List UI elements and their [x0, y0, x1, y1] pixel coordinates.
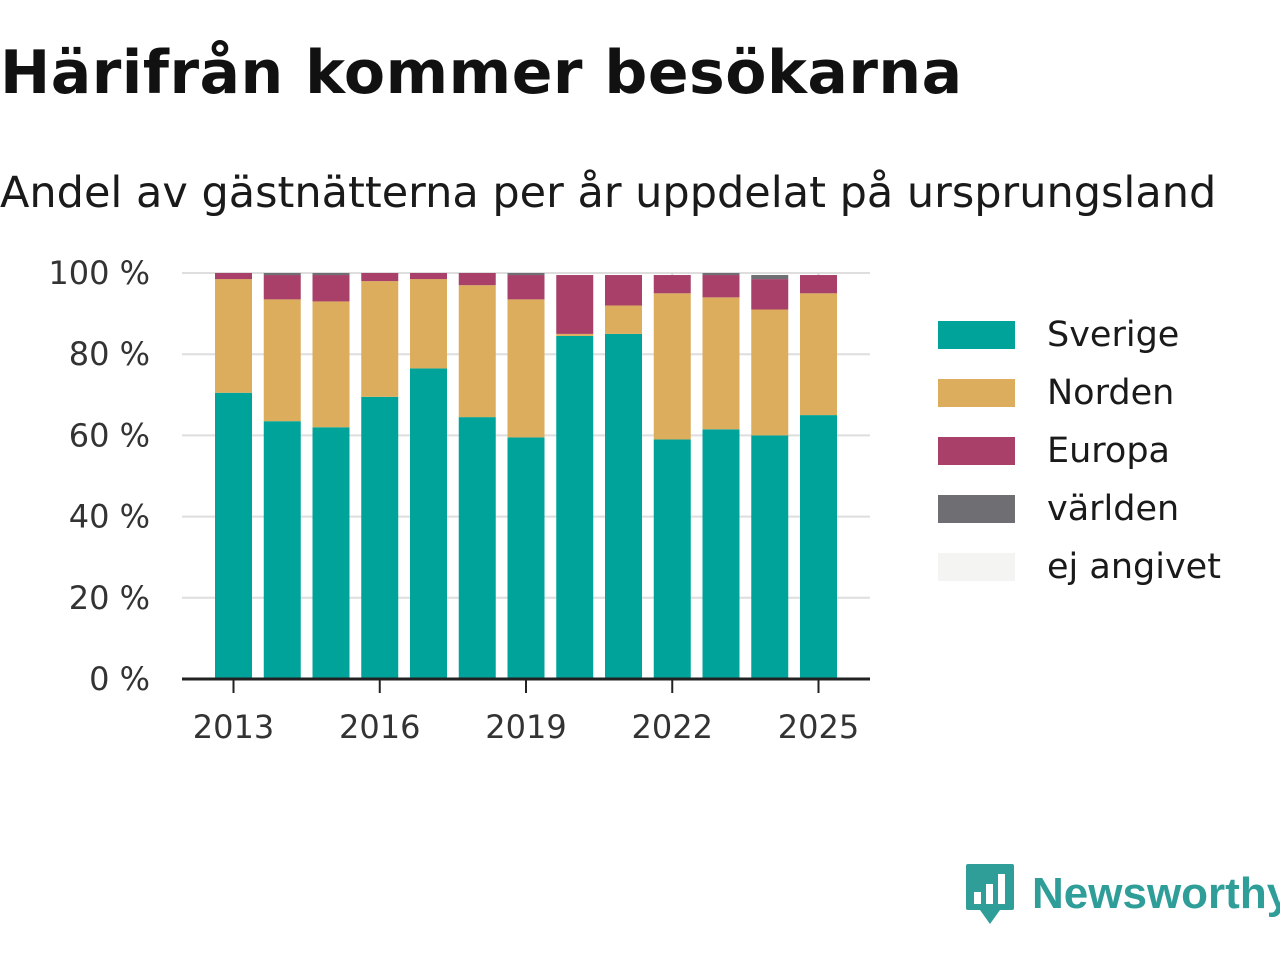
x-tick-label: 2013	[193, 708, 274, 746]
bar-segment	[312, 301, 350, 428]
bar-segment	[410, 368, 447, 679]
bar-segment	[263, 299, 301, 422]
bar-segment	[702, 275, 740, 298]
bar-segment	[215, 273, 252, 280]
bar-segment	[410, 279, 447, 369]
bar-segment	[263, 273, 301, 276]
bar-segment	[458, 285, 496, 418]
x-tick-label: 2016	[339, 708, 420, 746]
bar-segment	[800, 275, 837, 294]
legend-item: ej angivet	[938, 538, 1221, 596]
brand: Newsworthy	[964, 862, 1280, 926]
legend-label: Sverige	[1047, 315, 1180, 355]
bar-segment	[361, 273, 399, 282]
bar-segment	[458, 273, 496, 286]
legend-item: Sverige	[938, 306, 1221, 364]
bar-segment	[605, 333, 642, 679]
bar-segment	[751, 275, 789, 280]
bar-segment	[702, 273, 740, 276]
y-tick-label: 100 %	[48, 254, 150, 292]
bar-segment	[361, 396, 399, 679]
y-tick-label: 20 %	[69, 579, 150, 617]
legend-swatch	[938, 553, 1015, 581]
bar-segment	[702, 429, 740, 679]
bar-segment	[507, 273, 545, 276]
chart-title: Härifrån kommer besökarna	[0, 38, 963, 108]
bar-segment	[556, 275, 594, 334]
y-tick-label: 40 %	[69, 498, 150, 536]
bar-segment	[361, 281, 399, 397]
legend-label: ej angivet	[1047, 547, 1221, 587]
bar-segment	[507, 299, 545, 438]
bar-segment	[312, 427, 350, 679]
newsworthy-logo-icon	[966, 864, 1014, 924]
chart-legend: Sverige Norden Europa världen ej angivet	[938, 306, 1221, 596]
x-tick-label: 2022	[632, 708, 713, 746]
bar-segment	[605, 275, 642, 306]
legend-item: Norden	[938, 364, 1221, 422]
bar-segment	[410, 273, 447, 280]
bar-segment	[263, 421, 301, 679]
legend-item: Europa	[938, 422, 1221, 480]
bar-segment	[653, 439, 691, 679]
x-tick-label: 2019	[485, 708, 566, 746]
bar-segment	[800, 415, 837, 679]
legend-label: Norden	[1047, 373, 1175, 413]
brand-name: Newsworthy	[1032, 869, 1280, 918]
bar-segment	[312, 275, 350, 302]
bar-segment	[653, 275, 691, 294]
bar-segment	[312, 273, 350, 276]
bar-segment	[751, 309, 789, 436]
bar-segment	[605, 305, 642, 334]
y-tick-label: 0 %	[89, 660, 150, 698]
bar-segment	[215, 279, 252, 393]
legend-swatch	[938, 495, 1015, 523]
bar-segment	[751, 279, 789, 310]
legend-swatch	[938, 321, 1015, 349]
bar-segment	[507, 437, 545, 679]
bar-segment	[556, 335, 594, 679]
bar-segment	[653, 293, 691, 440]
bar-segment	[556, 333, 594, 336]
bar-segment	[751, 435, 789, 679]
legend-label: världen	[1047, 489, 1180, 529]
legend-label: Europa	[1047, 431, 1170, 471]
bar-segment	[800, 293, 837, 416]
chart-subtitle: Andel av gästnätterna per år uppdelat på…	[0, 168, 1217, 218]
y-tick-label: 80 %	[69, 335, 150, 373]
bar-segment	[215, 392, 252, 679]
bar-segment	[702, 297, 740, 430]
legend-item: världen	[938, 480, 1221, 538]
legend-swatch	[938, 437, 1015, 465]
bar-segment	[507, 275, 545, 300]
y-tick-label: 60 %	[69, 416, 150, 454]
x-tick-label: 2025	[778, 708, 859, 746]
legend-swatch	[938, 379, 1015, 407]
bar-segment	[263, 275, 301, 300]
bar-segment	[458, 417, 496, 679]
